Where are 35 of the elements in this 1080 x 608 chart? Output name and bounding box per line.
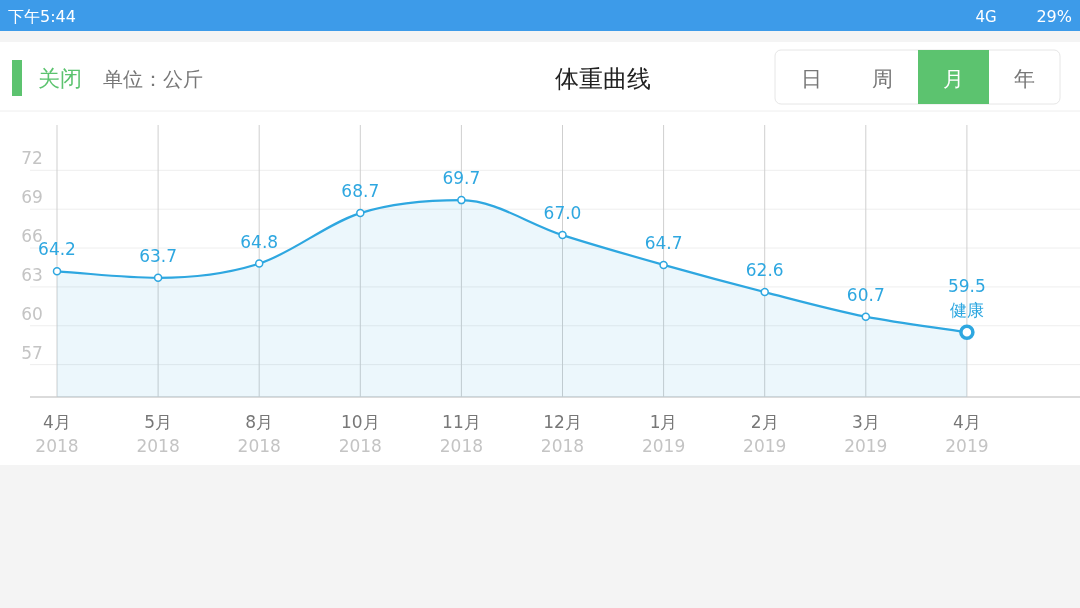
- y-tick-label: 60: [21, 303, 43, 324]
- y-tick-label: 72: [21, 148, 43, 169]
- y-tick-label: 69: [21, 187, 43, 208]
- x-tick-label: 8月 2018: [237, 412, 281, 456]
- data-label: 62.6: [745, 260, 784, 281]
- text: 周: [871, 67, 893, 91]
- chart-subtitle: 单位：公斤: [103, 67, 203, 91]
- data-label: 67.0: [543, 203, 582, 224]
- chart-title: 体重曲线: [555, 65, 651, 93]
- text: 下午5:44: [8, 7, 76, 26]
- annotation: 健康: [949, 300, 984, 321]
- x-tick-label: 4月 2018: [35, 412, 79, 456]
- text: 29%: [1036, 7, 1072, 26]
- data-label: 68.7: [341, 181, 380, 202]
- x-tick-label: 12月 2018: [540, 412, 585, 456]
- data-label: 64.8: [240, 231, 279, 252]
- text: 关闭: [38, 66, 82, 91]
- x-tick-label: 11月 2018: [439, 412, 484, 456]
- x-tick-label: 4月 2019: [945, 412, 989, 456]
- text: 4G: [975, 8, 997, 26]
- text: 年: [1013, 67, 1035, 91]
- data-label: 59.5: [947, 276, 986, 297]
- x-tick-label: 1月 2019: [641, 412, 686, 456]
- data-label: 64.7: [644, 232, 683, 253]
- data-label: 63.7: [139, 245, 178, 266]
- data-label: 69.7: [442, 168, 481, 189]
- x-tick-label: 10月 2018: [338, 412, 382, 456]
- y-tick-label: 63: [21, 264, 43, 285]
- x-tick-label: 3月 2019: [844, 412, 888, 456]
- y-tick-label: 57: [21, 342, 43, 363]
- text: 日: [800, 67, 822, 91]
- data-label: 60.7: [846, 284, 885, 305]
- x-tick-label: 5月 2018: [136, 412, 180, 456]
- x-tick-label: 2月 2019: [743, 412, 787, 456]
- text: 月: [942, 67, 964, 91]
